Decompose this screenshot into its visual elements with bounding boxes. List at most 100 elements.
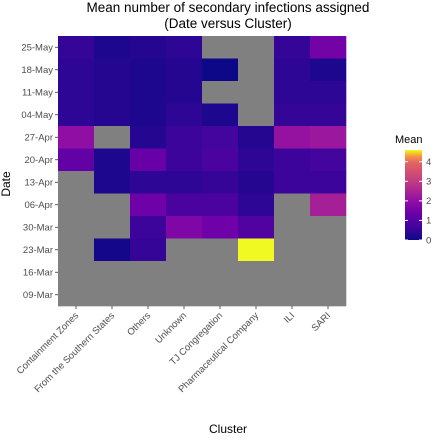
heatmap-cell — [238, 103, 275, 127]
heatmap-cell — [274, 58, 311, 82]
y-tick-label: 30-Mar — [23, 223, 53, 234]
heatmap-cell — [238, 283, 275, 307]
heatmap-cell — [166, 148, 203, 172]
x-tick-label: Others — [125, 310, 153, 338]
heatmap-cell — [310, 81, 347, 104]
heatmap-cell — [58, 216, 95, 239]
heatmap-cell — [238, 148, 275, 172]
heatmap-cell — [238, 261, 275, 284]
heatmap-cell — [274, 193, 311, 217]
y-tick-label: 27-Apr — [24, 133, 53, 144]
heatmap-cell — [130, 171, 167, 194]
heatmap-cell — [130, 216, 167, 239]
heatmap-cell — [238, 171, 275, 194]
heatmap-cell — [238, 126, 275, 149]
heatmap-cell — [310, 238, 347, 262]
heatmap-cell — [94, 238, 131, 262]
heatmap-cell — [166, 81, 203, 104]
heatmap-cell — [166, 238, 203, 262]
chart-title: Mean number of secondary infections assi… — [87, 0, 370, 15]
heatmap-cell — [202, 36, 239, 59]
y-tick-label: 18-May — [21, 65, 53, 76]
heatmap-cell — [202, 103, 239, 127]
heatmap-cell — [130, 103, 167, 127]
heatmap-cell — [202, 261, 239, 284]
heatmap-cell — [130, 283, 167, 307]
heatmap-cell — [238, 238, 275, 262]
heatmap-cell — [94, 36, 131, 59]
legend-colorbar — [405, 150, 422, 240]
heatmap-cell — [94, 81, 131, 104]
legend-title: Mean — [395, 134, 423, 146]
heatmap-cell — [166, 193, 203, 217]
heatmap-cell — [166, 216, 203, 239]
heatmap-cell — [94, 148, 131, 172]
heatmap-cell — [310, 193, 347, 217]
heatmap-cell — [310, 171, 347, 194]
y-tick-label: 13-Apr — [24, 178, 53, 189]
heatmap-cell — [310, 216, 347, 239]
y-tick-label: 16-Mar — [23, 268, 53, 279]
heatmap-cell — [94, 193, 131, 217]
heatmap-cell — [238, 193, 275, 217]
heatmap-cell — [202, 81, 239, 104]
heatmap-cell — [310, 148, 347, 172]
legend-tick-label: 1 — [426, 216, 431, 227]
heatmap-cell — [58, 283, 95, 307]
x-tick-label: Unknown — [153, 310, 189, 346]
heatmap-cell — [58, 126, 95, 149]
heatmap-cell — [274, 261, 311, 284]
heatmap-cell — [274, 148, 311, 172]
heatmap-cell — [274, 283, 311, 307]
heatmap-cell — [202, 171, 239, 194]
heatmap-cell — [166, 126, 203, 149]
heatmap-cell — [130, 238, 167, 262]
heatmap-cell — [202, 283, 239, 307]
heatmap-cell — [274, 36, 311, 59]
heatmap-cell — [166, 103, 203, 127]
legend-tick-label: 3 — [426, 177, 431, 188]
heatmap-cell — [238, 81, 275, 104]
heatmap-cell — [94, 126, 131, 149]
legend-tick-label: 2 — [426, 196, 431, 207]
heatmap-cell — [238, 36, 275, 59]
legend-tick-label: 0 — [426, 235, 431, 246]
y-tick-label: 06-Apr — [24, 200, 53, 211]
heatmap-cell — [58, 148, 95, 172]
heatmap-cell — [274, 216, 311, 239]
heatmap-cell — [58, 81, 95, 104]
heatmap-cell — [58, 261, 95, 284]
y-tick-label: 25-May — [21, 43, 53, 54]
heatmap-cell — [238, 58, 275, 82]
heatmap-cell — [238, 216, 275, 239]
heatmap-cell — [58, 193, 95, 217]
x-axis-label: Cluster — [209, 422, 247, 436]
y-tick-label: 23-Mar — [23, 245, 53, 256]
color-legend: Mean 4 3 2 1 0 — [395, 134, 431, 246]
heatmap-cells — [58, 36, 347, 307]
heatmap-cell — [130, 261, 167, 284]
heatmap-cell — [274, 81, 311, 104]
heatmap-cell — [274, 126, 311, 149]
heatmap-cell — [310, 58, 347, 82]
heatmap-cell — [166, 283, 203, 307]
chart-subtitle: (Date versus Cluster) — [164, 16, 292, 31]
heatmap-cell — [58, 238, 95, 262]
heatmap-cell — [94, 103, 131, 127]
heatmap-cell — [166, 36, 203, 59]
heatmap-cell — [310, 126, 347, 149]
heatmap-cell — [310, 103, 347, 127]
heatmap-cell — [130, 36, 167, 59]
heatmap-cell — [202, 58, 239, 82]
heatmap-cell — [274, 103, 311, 127]
legend-ticks: 4 3 2 1 0 — [405, 157, 431, 246]
heatmap-cell — [130, 126, 167, 149]
legend-tick-label: 4 — [426, 157, 431, 168]
heatmap-cell — [94, 283, 131, 307]
y-tick-label: 04-May — [21, 110, 53, 121]
heatmap-cell — [274, 238, 311, 262]
x-tick-label: SARI — [310, 310, 333, 333]
heatmap-cell — [310, 36, 347, 59]
